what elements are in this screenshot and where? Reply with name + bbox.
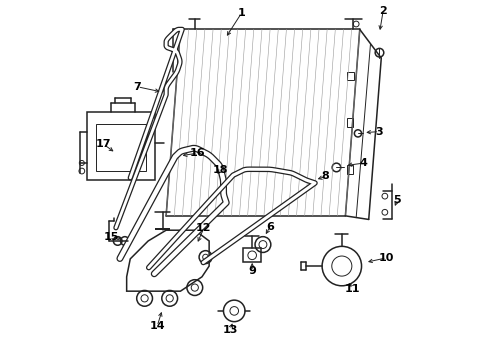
Text: 1: 1 (238, 8, 245, 18)
Text: 10: 10 (379, 253, 394, 263)
Bar (243, 248, 261, 262)
Text: 6: 6 (266, 222, 274, 231)
Text: 18: 18 (213, 165, 228, 175)
Text: 15: 15 (104, 232, 119, 242)
Bar (155, 228, 170, 230)
Bar (347, 118, 353, 127)
Text: 17: 17 (96, 139, 111, 149)
Bar (346, 165, 353, 174)
Text: 8: 8 (322, 171, 330, 181)
Text: 3: 3 (376, 127, 383, 136)
Text: 13: 13 (222, 325, 238, 335)
Text: 4: 4 (359, 158, 368, 168)
Text: 12: 12 (196, 224, 212, 233)
Text: 11: 11 (345, 284, 360, 294)
Bar (87, 112, 155, 180)
Text: 14: 14 (149, 321, 165, 331)
Text: 9: 9 (248, 266, 256, 276)
Text: 2: 2 (379, 6, 387, 17)
Text: 7: 7 (134, 82, 141, 92)
Text: 5: 5 (393, 195, 401, 205)
Text: 16: 16 (190, 148, 205, 158)
Bar (96, 125, 147, 171)
Bar (347, 72, 354, 80)
